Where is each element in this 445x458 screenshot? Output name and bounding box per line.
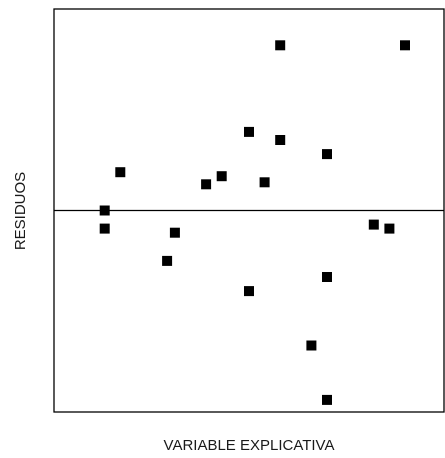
data-point-5: [169, 227, 180, 238]
data-point-18: [384, 223, 395, 234]
data-point-4: [162, 255, 173, 266]
x-axis-label: VARIABLE EXPLICATIVA: [164, 437, 335, 454]
data-point-10: [259, 177, 270, 188]
data-point-17: [368, 219, 379, 230]
data-point-16: [322, 394, 332, 405]
data-point-14: [322, 149, 332, 160]
data-point-13: [306, 340, 317, 351]
y-axis-label: RESIDUOS: [12, 172, 29, 250]
data-point-1: [99, 205, 110, 216]
data-point-11: [275, 40, 286, 51]
data-point-8: [244, 126, 254, 137]
data-point-12: [275, 135, 286, 145]
data-point-15: [322, 272, 332, 282]
data-point-6: [201, 179, 212, 190]
data-points: [99, 40, 410, 405]
data-point-3: [115, 167, 126, 178]
data-point-7: [216, 171, 227, 182]
data-point-9: [244, 286, 254, 297]
data-point-19: [400, 40, 410, 51]
data-point-2: [99, 223, 110, 234]
